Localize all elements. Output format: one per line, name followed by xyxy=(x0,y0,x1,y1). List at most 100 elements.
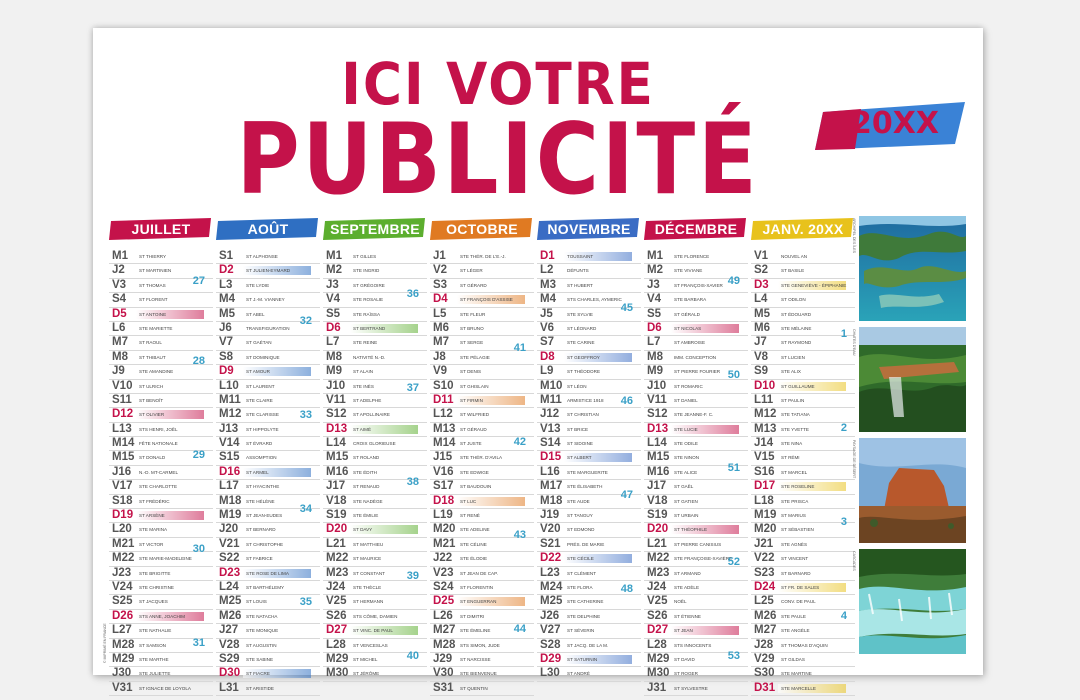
saint-name: STE BIENVENUE xyxy=(460,671,497,677)
saint-name: ST VINCENT xyxy=(781,556,809,562)
month-name: JUILLET xyxy=(131,221,191,237)
saint-name: ST GÉRARD xyxy=(460,282,487,288)
saint-name: NATIVITÉ N.-D. xyxy=(353,354,386,360)
day-row: L23 ST CLÉMENT xyxy=(537,567,641,581)
day-row: V13 ST BRICE xyxy=(537,423,641,438)
day-row: L27 STE NATHALIE xyxy=(109,624,213,639)
day-number: M8 xyxy=(326,350,342,363)
saint-name: STE CATHERINE xyxy=(567,599,604,605)
saint-name: ST JULIEN-EYMARD xyxy=(246,268,291,274)
day-row: L13 STS HENRI, JOËL xyxy=(109,423,213,438)
day-row: S2 ST BASILE xyxy=(751,264,855,279)
saint-name: ST MARIUS xyxy=(781,513,806,519)
day-number: J13 xyxy=(219,422,239,435)
saint-name: ST ROMARIC xyxy=(674,383,703,389)
day-row: S12 STE JEANNE-F. C. xyxy=(644,408,748,423)
day-row: L12 ST WILFRIED xyxy=(430,408,534,423)
day-row: M2 STE INGRID xyxy=(323,264,427,279)
day-row: S11 ST BENOÎT xyxy=(109,394,213,409)
day-row: D5 ST ANTOINE xyxy=(109,308,213,322)
month-header: JUILLET xyxy=(109,218,213,240)
day-number: J23 xyxy=(112,566,132,579)
saint-name: STE CLARISSE xyxy=(246,412,279,418)
day-row: M22 STE FRANÇOISE-XAVIÈRE xyxy=(644,552,748,567)
day-number: S2 xyxy=(754,264,769,277)
week-number: 39 xyxy=(406,569,419,582)
saint-name: STS CHARLES, AYMERIC xyxy=(567,297,622,303)
day-number: V7 xyxy=(219,336,234,349)
week-number: 34 xyxy=(299,502,312,515)
day-row: S9 STE ALIX xyxy=(751,365,855,380)
day-row: L14 STE ODILE xyxy=(644,437,748,452)
saint-name: STS CÔME, DAMIEN xyxy=(353,613,398,619)
day-row: M6 ST BRUNO xyxy=(430,322,534,337)
day-number: V15 xyxy=(754,451,775,464)
day-row: L26 ST DIMITRI xyxy=(430,610,534,625)
day-number: D20 xyxy=(326,523,348,536)
day-row: L20 STE MARINA xyxy=(109,523,213,538)
week-number: 52 xyxy=(727,556,740,569)
saint-name: CROIX GLORIEUSE xyxy=(353,441,396,447)
saint-name: ST CHRISTIAN xyxy=(567,412,599,418)
day-number: M23 xyxy=(326,566,349,579)
day-row: S29 STE SABINE xyxy=(216,653,320,668)
saint-name: ST JACQUES xyxy=(139,599,168,605)
saint-name: ST JEAN-EUDES xyxy=(246,513,283,519)
day-number: S4 xyxy=(112,293,127,306)
saint-name: ST DOMINIQUE xyxy=(246,354,280,360)
month-name: SEPTEMBRE xyxy=(330,221,420,237)
day-number: S25 xyxy=(112,595,133,608)
week-number: 45 xyxy=(620,301,633,314)
saint-name: STE ÉMELINE xyxy=(460,628,491,634)
day-row: M16 STE ALICE xyxy=(644,466,748,481)
saint-name: ST IGNACE DE LOYOLA xyxy=(139,685,191,691)
day-number: M22 xyxy=(112,552,135,565)
day-number: M10 xyxy=(540,379,563,392)
sunday-highlight xyxy=(671,525,739,535)
day-number: D1 xyxy=(540,250,555,262)
day-row: M28 STS SIMON, JUDE xyxy=(430,639,534,653)
day-row: V9 ST DENIS xyxy=(430,365,534,380)
day-row: M18 STE AUDE xyxy=(537,495,641,510)
day-number: V23 xyxy=(433,566,454,579)
day-row: M22 ST MAURICE xyxy=(323,552,427,567)
saint-name: STE ANGÈLE xyxy=(781,628,810,634)
saint-name: STE ADÈLE xyxy=(674,584,700,590)
saint-name: STE MARTHE xyxy=(139,656,169,662)
day-number: M15 xyxy=(112,451,135,464)
day-row: S14 ST SIDOINE xyxy=(537,437,641,452)
saint-name: STE GENEVIÈVE - ÉPIPHANIE xyxy=(781,282,847,288)
day-number: J29 xyxy=(433,652,453,665)
day-list: J1 STE THÉR. DE L'E.-J. V2 ST LÉGER S3 ST GÉR… xyxy=(430,250,534,697)
saint-name: ST ARMAND xyxy=(674,570,701,576)
saint-name: STE CÉCILE xyxy=(567,556,594,562)
day-number: J24 xyxy=(326,580,346,593)
day-number: V22 xyxy=(754,552,775,565)
day-number: L12 xyxy=(433,408,453,421)
week-number: 28 xyxy=(192,355,205,368)
saint-name: STE FLEUR xyxy=(460,311,486,317)
day-number: V9 xyxy=(433,365,448,378)
day-row: J7 ST RAYMOND xyxy=(751,336,855,351)
saint-name: STE ÉDITH xyxy=(353,469,377,475)
month-header: DÉCEMBRE xyxy=(644,218,748,240)
saint-name: ST LÉGER xyxy=(460,268,483,274)
saint-name: ST PIERRE CANISIUS xyxy=(674,541,722,547)
week-number: 36 xyxy=(406,288,419,301)
ad-title-line1: ICI VOTRE xyxy=(341,50,655,118)
month-name: OCTOBRE xyxy=(446,221,518,237)
day-row: D4 ST FRANÇOIS D'ASSISE xyxy=(430,293,534,308)
day-number: J8 xyxy=(433,350,446,363)
day-row: D13 ST AIMÉ xyxy=(323,423,427,438)
day-row: M9 ST PIERRE FOURIER xyxy=(644,365,748,380)
saint-name: ST FR. DE SALES xyxy=(781,584,820,590)
saint-name: ST VICTOR xyxy=(139,541,164,547)
day-number: D19 xyxy=(112,509,134,522)
photo-cascades xyxy=(859,549,966,654)
day-row: M8 NATIVITÉ N.-D. xyxy=(323,350,427,366)
day-number: M22 xyxy=(647,552,670,565)
day-number: L9 xyxy=(540,365,554,378)
day-row: L18 STE PRISCA xyxy=(751,495,855,510)
day-row: D19 ST ARSÈNE xyxy=(109,509,213,524)
day-row: D16 ST ARMEL xyxy=(216,466,320,481)
